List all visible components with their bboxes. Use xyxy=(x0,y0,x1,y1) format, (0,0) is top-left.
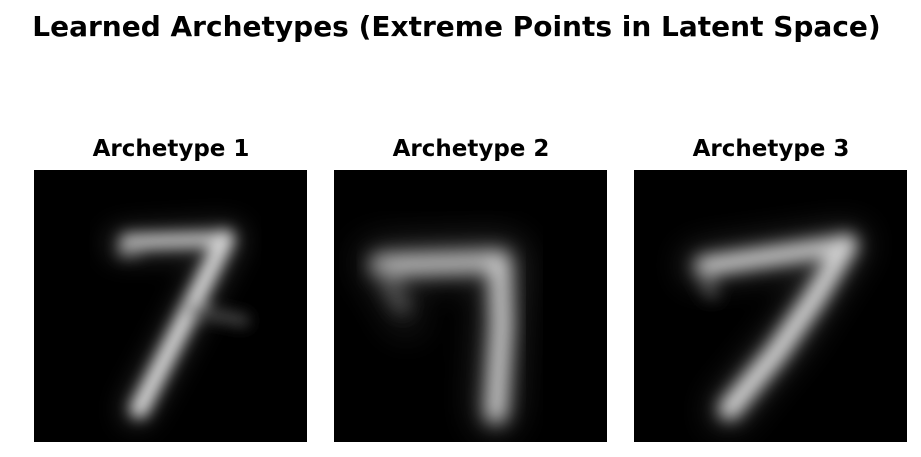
panel-title-3: Archetype 3 xyxy=(692,136,850,162)
panel-title-2: Archetype 2 xyxy=(392,136,550,162)
archetype-image-1 xyxy=(34,170,307,442)
panel-title-1: Archetype 1 xyxy=(92,136,250,162)
figure-title: Learned Archetypes (Extreme Points in La… xyxy=(32,10,881,43)
digit-seven-image-3 xyxy=(634,170,907,442)
archetype-image-2 xyxy=(334,170,607,442)
digit-seven-image-2 xyxy=(334,170,607,442)
digit-seven-image-1 xyxy=(34,170,307,442)
archetype-image-3 xyxy=(634,170,907,442)
